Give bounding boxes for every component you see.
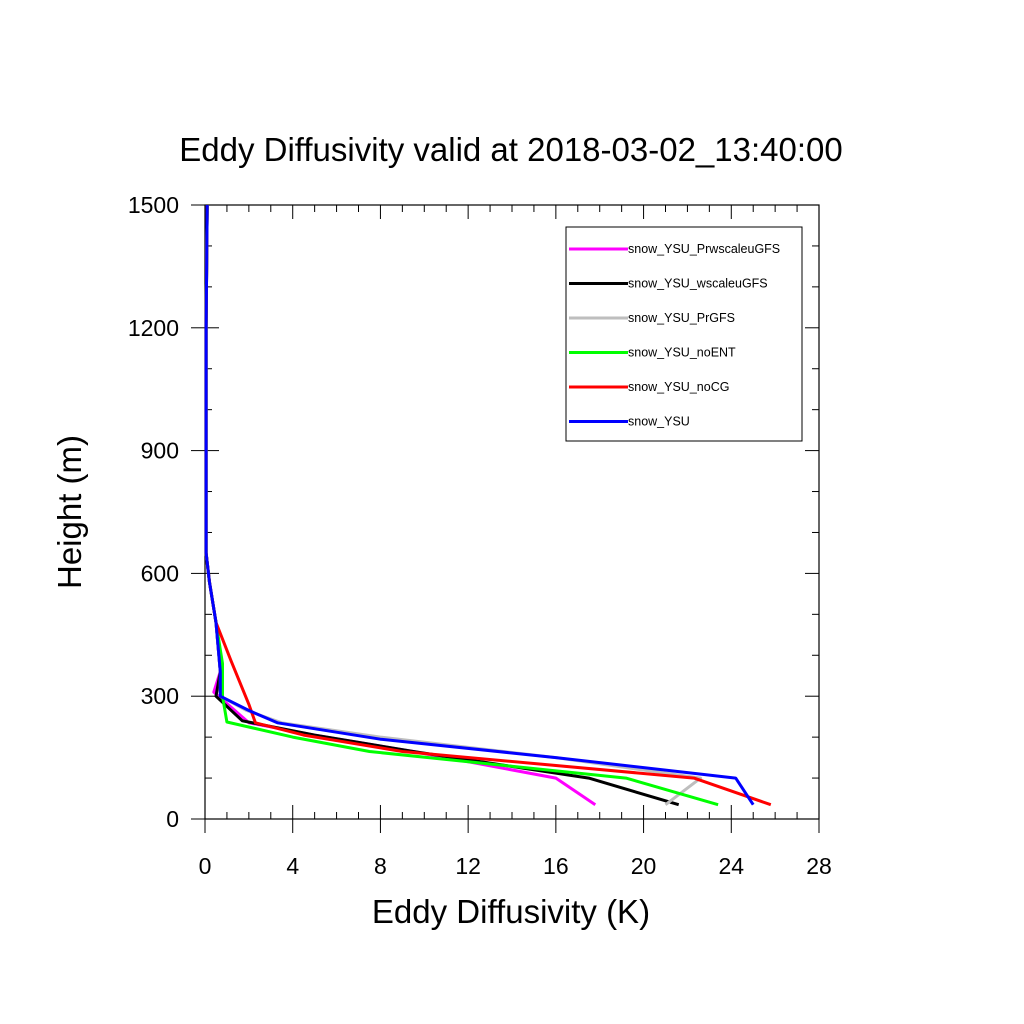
legend-label: snow_YSU_PrwscaleuGFS bbox=[628, 242, 780, 256]
series-line-snow_YSU_PrwscaleuGFS bbox=[204, 204, 597, 806]
y-axis-label: Height (m) bbox=[51, 435, 88, 589]
y-tick-label: 900 bbox=[141, 438, 179, 464]
legend-box bbox=[565, 226, 803, 442]
y-tick-label: 1500 bbox=[128, 192, 179, 218]
x-tick-label: 0 bbox=[199, 853, 212, 879]
series-line-snow_YSU bbox=[204, 204, 755, 806]
legend: snow_YSU_PrwscaleuGFS snow_YSU_wscaleuGFS… bbox=[565, 226, 803, 442]
legend-label: snow_YSU bbox=[628, 415, 690, 429]
x-tick-label: 4 bbox=[286, 853, 299, 879]
x-tick-label: 12 bbox=[455, 853, 481, 879]
x-tick-label: 8 bbox=[374, 853, 387, 879]
legend-label: snow_YSU_noENT bbox=[628, 346, 736, 360]
y-tick-label: 0 bbox=[166, 806, 179, 832]
y-tick-label: 300 bbox=[141, 683, 179, 709]
y-tick-label: 1200 bbox=[128, 315, 179, 341]
x-tick-label: 28 bbox=[806, 853, 832, 879]
legend-label: snow_YSU_noCG bbox=[628, 380, 729, 394]
legend-label: snow_YSU_wscaleuGFS bbox=[628, 277, 768, 291]
y-tick-label: 600 bbox=[141, 560, 179, 586]
x-tick-label: 24 bbox=[718, 853, 744, 879]
chart-title: Eddy Diffusivity valid at 2018-03-02_13:… bbox=[179, 131, 842, 168]
series-lines bbox=[204, 204, 772, 807]
x-tick-label: 16 bbox=[543, 853, 569, 879]
x-tick-label: 20 bbox=[631, 853, 657, 879]
axes: 0 4 8 12 16 20 24 28 0 300 600 900 1200 1500 bbox=[128, 192, 832, 879]
x-axis-label: Eddy Diffusivity (K) bbox=[372, 893, 650, 930]
legend-label: snow_YSU_PrGFS bbox=[628, 311, 735, 325]
